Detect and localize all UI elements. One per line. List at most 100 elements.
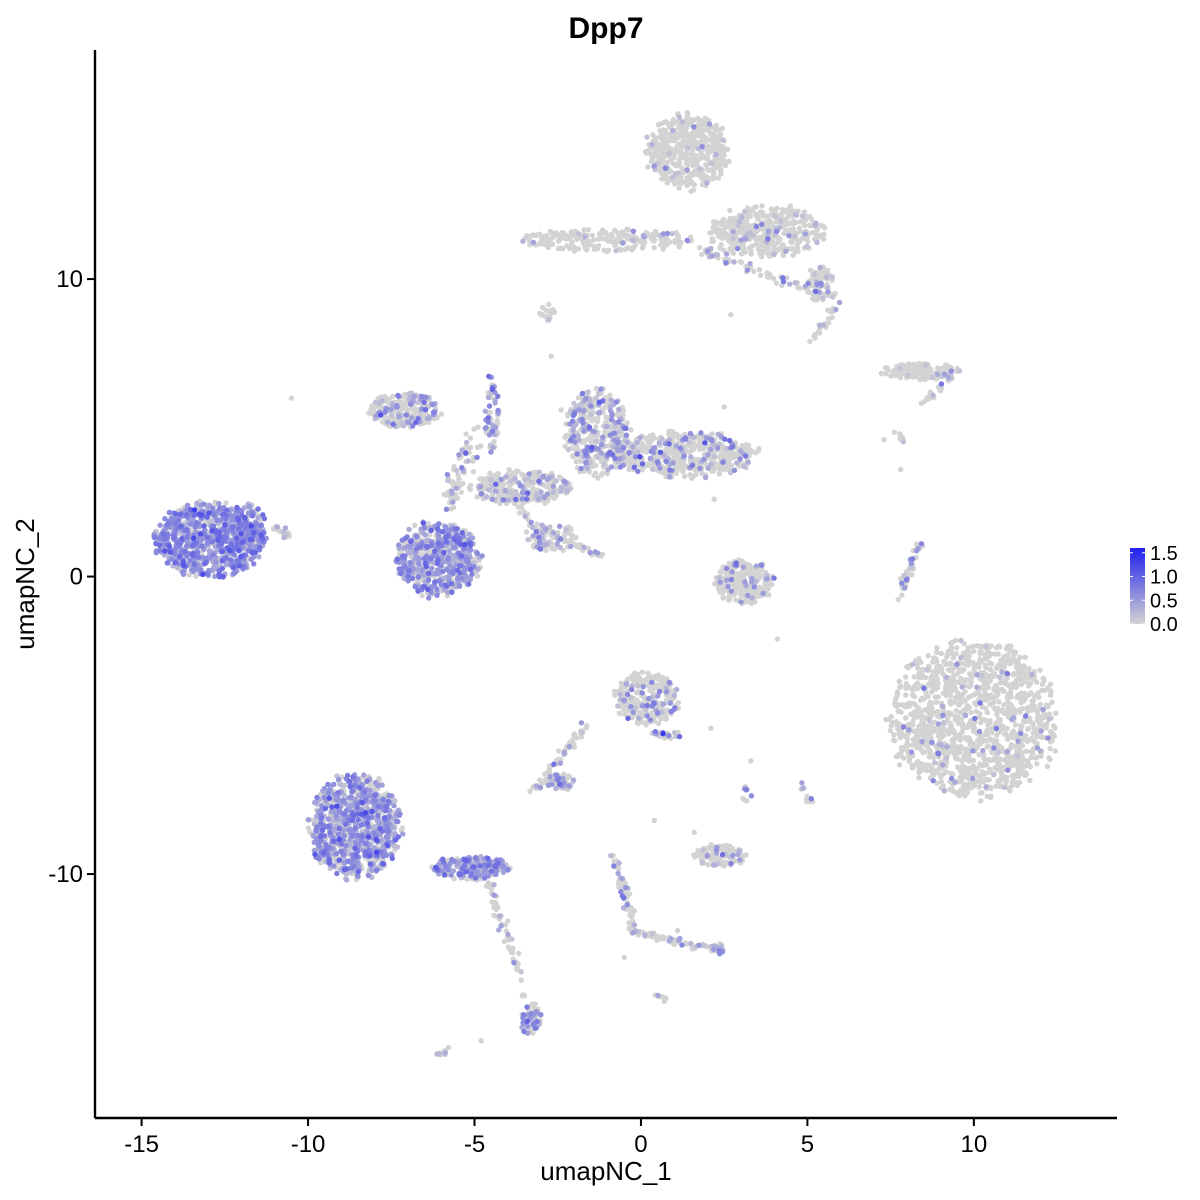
data-point xyxy=(960,725,966,732)
data-point xyxy=(1034,679,1040,685)
data-point xyxy=(984,727,991,733)
data-point xyxy=(957,774,964,780)
data-point xyxy=(639,467,645,473)
data-point xyxy=(537,231,543,237)
data-point xyxy=(474,573,481,579)
data-point xyxy=(680,469,686,475)
data-point xyxy=(897,684,903,690)
data-point xyxy=(530,544,537,550)
data-point xyxy=(978,798,984,804)
data-point xyxy=(1001,688,1007,694)
data-point xyxy=(654,682,660,688)
data-point xyxy=(926,762,932,768)
data-point xyxy=(756,584,763,590)
data-point xyxy=(581,242,588,248)
data-point xyxy=(1047,745,1053,752)
data-point xyxy=(977,711,983,717)
data-point xyxy=(717,131,724,137)
data-point xyxy=(690,162,696,169)
data-point xyxy=(953,716,959,722)
data-point xyxy=(746,562,753,568)
data-point xyxy=(692,117,698,123)
data-point xyxy=(565,773,572,779)
data-point xyxy=(1015,772,1022,779)
data-points xyxy=(151,110,1059,1058)
data-point xyxy=(721,463,727,469)
data-point xyxy=(666,431,672,437)
data-point xyxy=(915,759,921,765)
data-point xyxy=(595,475,601,481)
data-point xyxy=(1020,666,1026,673)
data-point xyxy=(380,419,386,425)
data-point xyxy=(720,589,726,595)
data-point xyxy=(1041,676,1047,682)
data-point xyxy=(996,643,1002,649)
data-point xyxy=(724,223,730,229)
data-point xyxy=(723,844,730,850)
data-point xyxy=(716,471,722,477)
data-point xyxy=(546,301,552,308)
data-point xyxy=(603,401,610,407)
data-point xyxy=(931,683,938,689)
data-point xyxy=(609,233,615,239)
data-point xyxy=(712,127,718,133)
data-point xyxy=(949,650,955,657)
data-point xyxy=(780,243,786,249)
data-point xyxy=(474,494,480,500)
data-point xyxy=(753,204,759,210)
data-point xyxy=(976,752,982,758)
data-point xyxy=(795,238,801,245)
data-point xyxy=(571,248,578,254)
data-point xyxy=(978,645,984,651)
data-point xyxy=(916,675,922,681)
data-point xyxy=(971,661,977,667)
data-point xyxy=(883,716,889,723)
data-point xyxy=(922,707,928,713)
data-point xyxy=(909,372,916,379)
data-point xyxy=(664,180,671,186)
data-point xyxy=(892,697,899,703)
data-point xyxy=(691,446,697,452)
data-point xyxy=(927,752,933,758)
data-point xyxy=(591,472,597,479)
data-point xyxy=(719,125,726,132)
data-point xyxy=(985,743,991,749)
data-point xyxy=(994,756,1000,763)
data-point xyxy=(1011,772,1017,778)
data-point xyxy=(602,230,608,236)
data-point xyxy=(663,716,669,722)
data-point xyxy=(897,374,904,381)
data-point xyxy=(663,119,669,125)
data-point xyxy=(594,418,601,425)
data-point xyxy=(904,664,910,670)
data-point xyxy=(612,242,618,249)
data-point xyxy=(1005,652,1011,658)
data-point xyxy=(640,446,647,452)
data-point xyxy=(661,132,667,139)
data-point xyxy=(714,143,720,149)
data-point xyxy=(898,709,904,715)
data-point xyxy=(1051,733,1058,739)
data-point xyxy=(1005,707,1011,713)
data-point xyxy=(749,243,755,249)
data-point xyxy=(629,247,635,253)
data-point xyxy=(671,153,677,159)
data-point xyxy=(975,773,982,779)
data-point xyxy=(966,649,972,656)
data-point xyxy=(1042,687,1048,694)
data-point xyxy=(412,522,418,529)
data-point xyxy=(1030,720,1036,726)
data-point xyxy=(193,573,199,579)
data-point xyxy=(707,230,713,236)
data-point xyxy=(718,171,724,177)
data-point xyxy=(639,669,646,675)
data-point xyxy=(947,661,953,667)
data-point xyxy=(711,465,717,471)
data-point xyxy=(684,182,690,189)
data-point xyxy=(701,446,707,452)
data-point xyxy=(896,678,902,685)
data-point xyxy=(697,117,703,124)
data-point xyxy=(905,684,912,690)
data-point xyxy=(715,175,722,181)
